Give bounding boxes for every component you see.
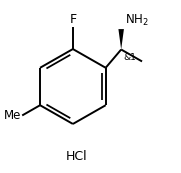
Text: HCl: HCl	[66, 150, 87, 163]
Text: F: F	[69, 13, 76, 26]
Text: NH$_2$: NH$_2$	[125, 13, 149, 28]
Text: Me: Me	[4, 109, 21, 122]
Polygon shape	[118, 29, 124, 49]
Text: &1: &1	[123, 53, 136, 62]
